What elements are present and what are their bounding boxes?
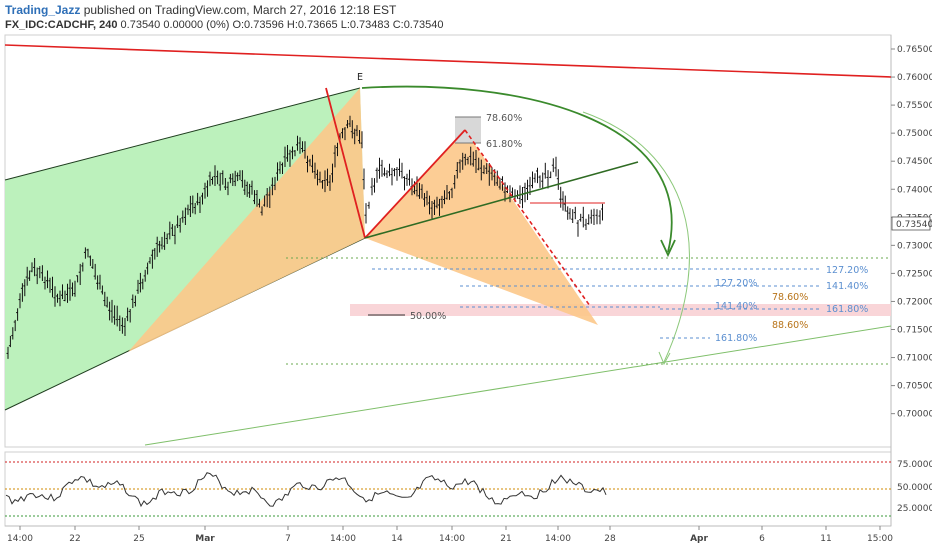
time-axis: 14:00 22 25 Mar 7 14:00 14 14:00 21 14:00 28 Apr 6 11… — [7, 526, 893, 544]
light-green-support-line — [144, 325, 892, 446]
time-tick-label: 14:00 — [439, 534, 465, 544]
fib-label: 127.20% — [826, 265, 868, 276]
fib-label: 141.40% — [826, 281, 868, 292]
rsi-axis: 75.0000 50.0000 25.0000 — [897, 460, 932, 514]
symbol-label: FX_IDC:CADCHF, 240 — [5, 19, 118, 31]
time-tick-label: 7 — [285, 534, 291, 544]
fib-grey-box — [455, 117, 481, 143]
time-tick-label: 14:00 — [545, 534, 571, 544]
time-tick-label: 21 — [500, 534, 511, 544]
time-tick-label: 25 — [133, 534, 144, 544]
time-tick-label: 28 — [604, 534, 616, 544]
fib-label: 61.80% — [486, 139, 522, 150]
price-axis: 0.76500 0.76000 0.75500 0.75000 0.74500 0.740… — [891, 45, 932, 420]
time-tick-label: 11 — [820, 534, 831, 544]
price-tick-label: 0.73000 — [897, 241, 932, 251]
price-tick-label: 0.74500 — [897, 157, 932, 167]
dark-green-trend-line — [364, 161, 639, 239]
price-tick-label: 0.70000 — [897, 410, 932, 420]
dark-green-arc — [361, 85, 673, 253]
red-line-projection — [464, 129, 591, 307]
publish-line: Trading_Jazz published on TradingView.co… — [5, 3, 396, 17]
green-channel-upper — [4, 87, 361, 181]
price-tick-label: 0.70500 — [897, 382, 932, 392]
price-tick-label: 0.71500 — [897, 326, 932, 336]
point-label-e: E — [357, 72, 363, 83]
light-green-arc — [582, 111, 690, 363]
price-tick-label: 0.72000 — [897, 297, 932, 307]
red-line-cd — [364, 129, 466, 239]
dark-green-arc-arrow — [660, 239, 676, 258]
chart-header: Trading_Jazz published on TradingView.co… — [0, 0, 932, 34]
light-green-arc-arrow — [658, 351, 671, 366]
rsi-tick-label: 25.0000 — [897, 504, 932, 514]
fib-label: 78.60% — [772, 292, 808, 303]
fib-label: 161.80% — [715, 333, 757, 344]
time-tick-label: 15:00 — [867, 534, 893, 544]
price-tick-label: 0.72500 — [897, 269, 932, 279]
time-tick-label: 14 — [391, 534, 403, 544]
price-tick-label: 0.74000 — [897, 185, 932, 195]
fib-label: 50.00% — [410, 311, 446, 322]
fib-label: 141.40% — [715, 301, 757, 312]
fib-label: 161.80% — [826, 304, 868, 315]
price-tick-label: 0.76000 — [897, 73, 932, 83]
green-channel-fill — [5, 88, 365, 410]
time-tick-label: Apr — [690, 534, 708, 544]
price-tick-label: 0.75500 — [897, 101, 932, 111]
time-tick-label: 22 — [69, 534, 80, 544]
ohlc-values: 0.73540 0.00000 (0%) O:0.73596 H:0.73665… — [120, 19, 444, 31]
price-tick-label: 0.75000 — [897, 129, 932, 139]
orange-pattern-xab — [128, 88, 365, 352]
current-price-label: 0.73540 — [896, 220, 932, 230]
rsi-tick-label: 50.0000 — [897, 483, 932, 493]
published-text: published on TradingView.com, March 27, … — [83, 3, 397, 17]
fib-label: 88.60% — [772, 320, 808, 331]
price-tick-label: 0.76500 — [897, 45, 932, 55]
symbol-line: FX_IDC:CADCHF, 240 0.73540 0.00000 (0%) … — [5, 19, 443, 31]
time-tick-label: 14:00 — [330, 534, 356, 544]
current-price-tag — [891, 216, 931, 231]
rsi-line — [5, 472, 607, 508]
fib-label: 127.20% — [715, 278, 757, 289]
red-line-xa — [325, 87, 366, 239]
rsi-tick-label: 75.0000 — [897, 460, 932, 470]
orange-pattern-bcd — [365, 130, 598, 325]
fib-label: 78.60% — [486, 113, 522, 124]
time-tick-label: 14:00 — [7, 534, 33, 544]
red-trend-line — [4, 44, 892, 78]
price-tick-label: 0.71000 — [897, 354, 932, 364]
time-tick-label: 6 — [759, 534, 765, 544]
author-link[interactable]: Trading_Jazz — [5, 3, 81, 17]
time-tick-label: Mar — [195, 534, 215, 544]
